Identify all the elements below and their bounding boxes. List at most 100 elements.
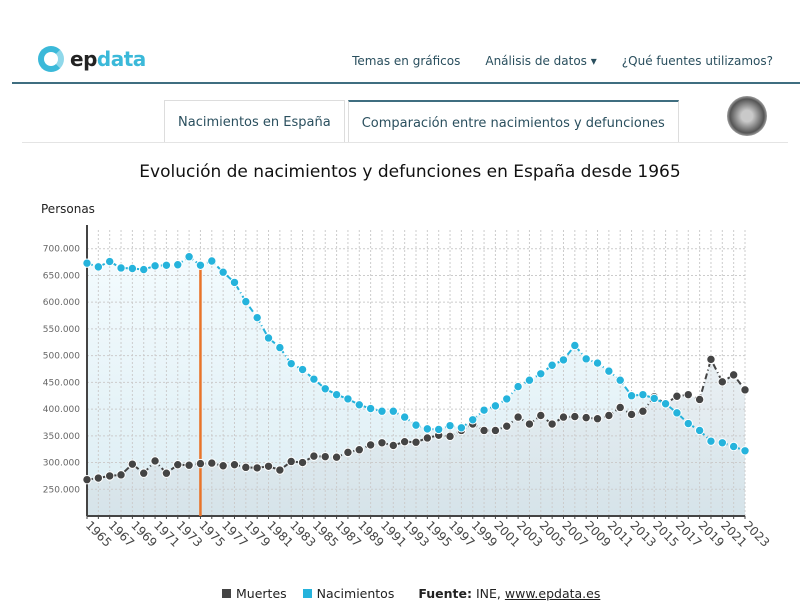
point-muertes bbox=[740, 385, 750, 395]
point-nacimientos bbox=[195, 260, 206, 270]
point-nacimientos bbox=[388, 406, 399, 416]
point-nacimientos bbox=[104, 256, 115, 267]
point-muertes bbox=[728, 370, 739, 380]
point-nacimientos bbox=[286, 358, 296, 369]
point-muertes bbox=[717, 377, 728, 387]
point-nacimientos bbox=[184, 252, 194, 262]
point-nacimientos bbox=[354, 400, 364, 410]
logo-prefix: ep bbox=[70, 47, 97, 71]
point-muertes bbox=[683, 389, 693, 400]
y-tick-label: 500.000 bbox=[43, 352, 80, 362]
point-muertes bbox=[252, 463, 262, 473]
legend-nacimientos[interactable]: Nacimientos bbox=[302, 586, 395, 601]
y-tick-label: 700.000 bbox=[43, 245, 80, 255]
nav-fuentes[interactable]: ¿Qué fuentes utilizamos? bbox=[621, 54, 773, 68]
point-nacimientos bbox=[547, 360, 557, 370]
point-muertes bbox=[547, 419, 557, 429]
point-muertes bbox=[150, 456, 160, 466]
y-tick-label: 450.000 bbox=[43, 378, 80, 388]
point-muertes bbox=[377, 438, 387, 448]
point-nacimientos bbox=[581, 354, 591, 364]
y-tick-label: 300.000 bbox=[43, 459, 80, 469]
point-muertes bbox=[116, 470, 126, 480]
point-nacimientos bbox=[456, 423, 467, 433]
point-nacimientos bbox=[275, 342, 285, 353]
point-muertes bbox=[694, 394, 705, 405]
point-nacimientos bbox=[604, 366, 614, 376]
legend-muertes[interactable]: Muertes bbox=[222, 586, 287, 601]
point-nacimientos bbox=[479, 405, 489, 415]
point-muertes bbox=[411, 437, 421, 447]
point-nacimientos bbox=[468, 415, 478, 425]
epdata-logo[interactable]: epdata bbox=[38, 46, 146, 72]
source-text: INE, bbox=[475, 586, 501, 601]
point-muertes bbox=[706, 354, 716, 365]
tab-nacimientos[interactable]: Nacimientos en España bbox=[164, 100, 345, 142]
point-nacimientos bbox=[263, 333, 274, 343]
nav-temas[interactable]: Temas en gráficos bbox=[352, 54, 461, 68]
point-nacimientos bbox=[116, 263, 126, 273]
point-nacimientos bbox=[490, 401, 501, 411]
point-muertes bbox=[445, 431, 455, 442]
legend-label-nacimientos: Nacimientos bbox=[316, 586, 395, 601]
logo-suffix: data bbox=[96, 47, 146, 71]
point-nacimientos bbox=[173, 260, 183, 270]
point-nacimientos bbox=[683, 418, 693, 429]
tabs-divider bbox=[22, 142, 788, 143]
point-nacimientos bbox=[592, 358, 603, 368]
point-muertes bbox=[524, 419, 535, 429]
point-nacimientos bbox=[728, 441, 739, 452]
source: Fuente: INE, www.epdata.es bbox=[418, 586, 600, 601]
point-nacimientos bbox=[660, 399, 671, 409]
point-nacimientos bbox=[570, 340, 580, 351]
point-nacimientos bbox=[82, 258, 92, 268]
point-muertes bbox=[275, 465, 285, 475]
point-nacimientos bbox=[241, 296, 251, 307]
nav-analisis-dropdown[interactable]: Análisis de datos ▾ bbox=[485, 54, 597, 68]
point-muertes bbox=[309, 451, 319, 461]
point-nacimientos bbox=[433, 424, 444, 435]
header-divider bbox=[12, 82, 800, 84]
point-nacimientos bbox=[513, 381, 523, 392]
point-nacimientos bbox=[127, 263, 138, 274]
point-nacimientos bbox=[638, 389, 648, 400]
point-nacimientos bbox=[365, 403, 376, 414]
point-muertes bbox=[354, 445, 364, 455]
point-nacimientos bbox=[672, 408, 682, 418]
point-muertes bbox=[331, 452, 342, 462]
point-nacimientos bbox=[536, 369, 546, 379]
source-label: Fuente: bbox=[418, 586, 472, 601]
point-muertes bbox=[104, 471, 115, 481]
point-nacimientos bbox=[320, 384, 330, 394]
point-nacimientos bbox=[139, 264, 149, 275]
point-muertes bbox=[615, 402, 625, 413]
legend-swatch-nacimientos bbox=[302, 589, 312, 598]
point-muertes bbox=[184, 460, 194, 470]
point-nacimientos bbox=[411, 420, 421, 430]
tab-comparacion[interactable]: Comparación entre nacimientos y defuncio… bbox=[347, 100, 679, 142]
point-nacimientos bbox=[706, 436, 716, 446]
source-link[interactable]: www.epdata.es bbox=[504, 586, 601, 601]
point-muertes bbox=[93, 473, 104, 483]
point-nacimientos bbox=[252, 312, 262, 323]
point-nacimientos bbox=[649, 393, 659, 404]
point-muertes bbox=[672, 391, 682, 401]
point-nacimientos bbox=[558, 355, 569, 365]
point-muertes bbox=[139, 468, 149, 478]
point-muertes bbox=[286, 456, 296, 467]
point-muertes bbox=[558, 412, 569, 422]
y-tick-label: 650.000 bbox=[43, 271, 80, 281]
point-muertes bbox=[638, 406, 648, 416]
point-muertes bbox=[592, 414, 603, 424]
point-nacimientos bbox=[717, 438, 728, 448]
point-muertes bbox=[626, 409, 637, 420]
point-nacimientos bbox=[615, 375, 625, 385]
legend: Muertes Nacimientos Fuente: INE, www.epd… bbox=[222, 586, 600, 601]
point-muertes bbox=[195, 458, 206, 469]
point-nacimientos bbox=[161, 260, 172, 270]
point-muertes bbox=[536, 410, 546, 421]
y-tick-label: 400.000 bbox=[43, 405, 80, 415]
point-muertes bbox=[343, 447, 353, 458]
logo-icon bbox=[38, 46, 64, 72]
